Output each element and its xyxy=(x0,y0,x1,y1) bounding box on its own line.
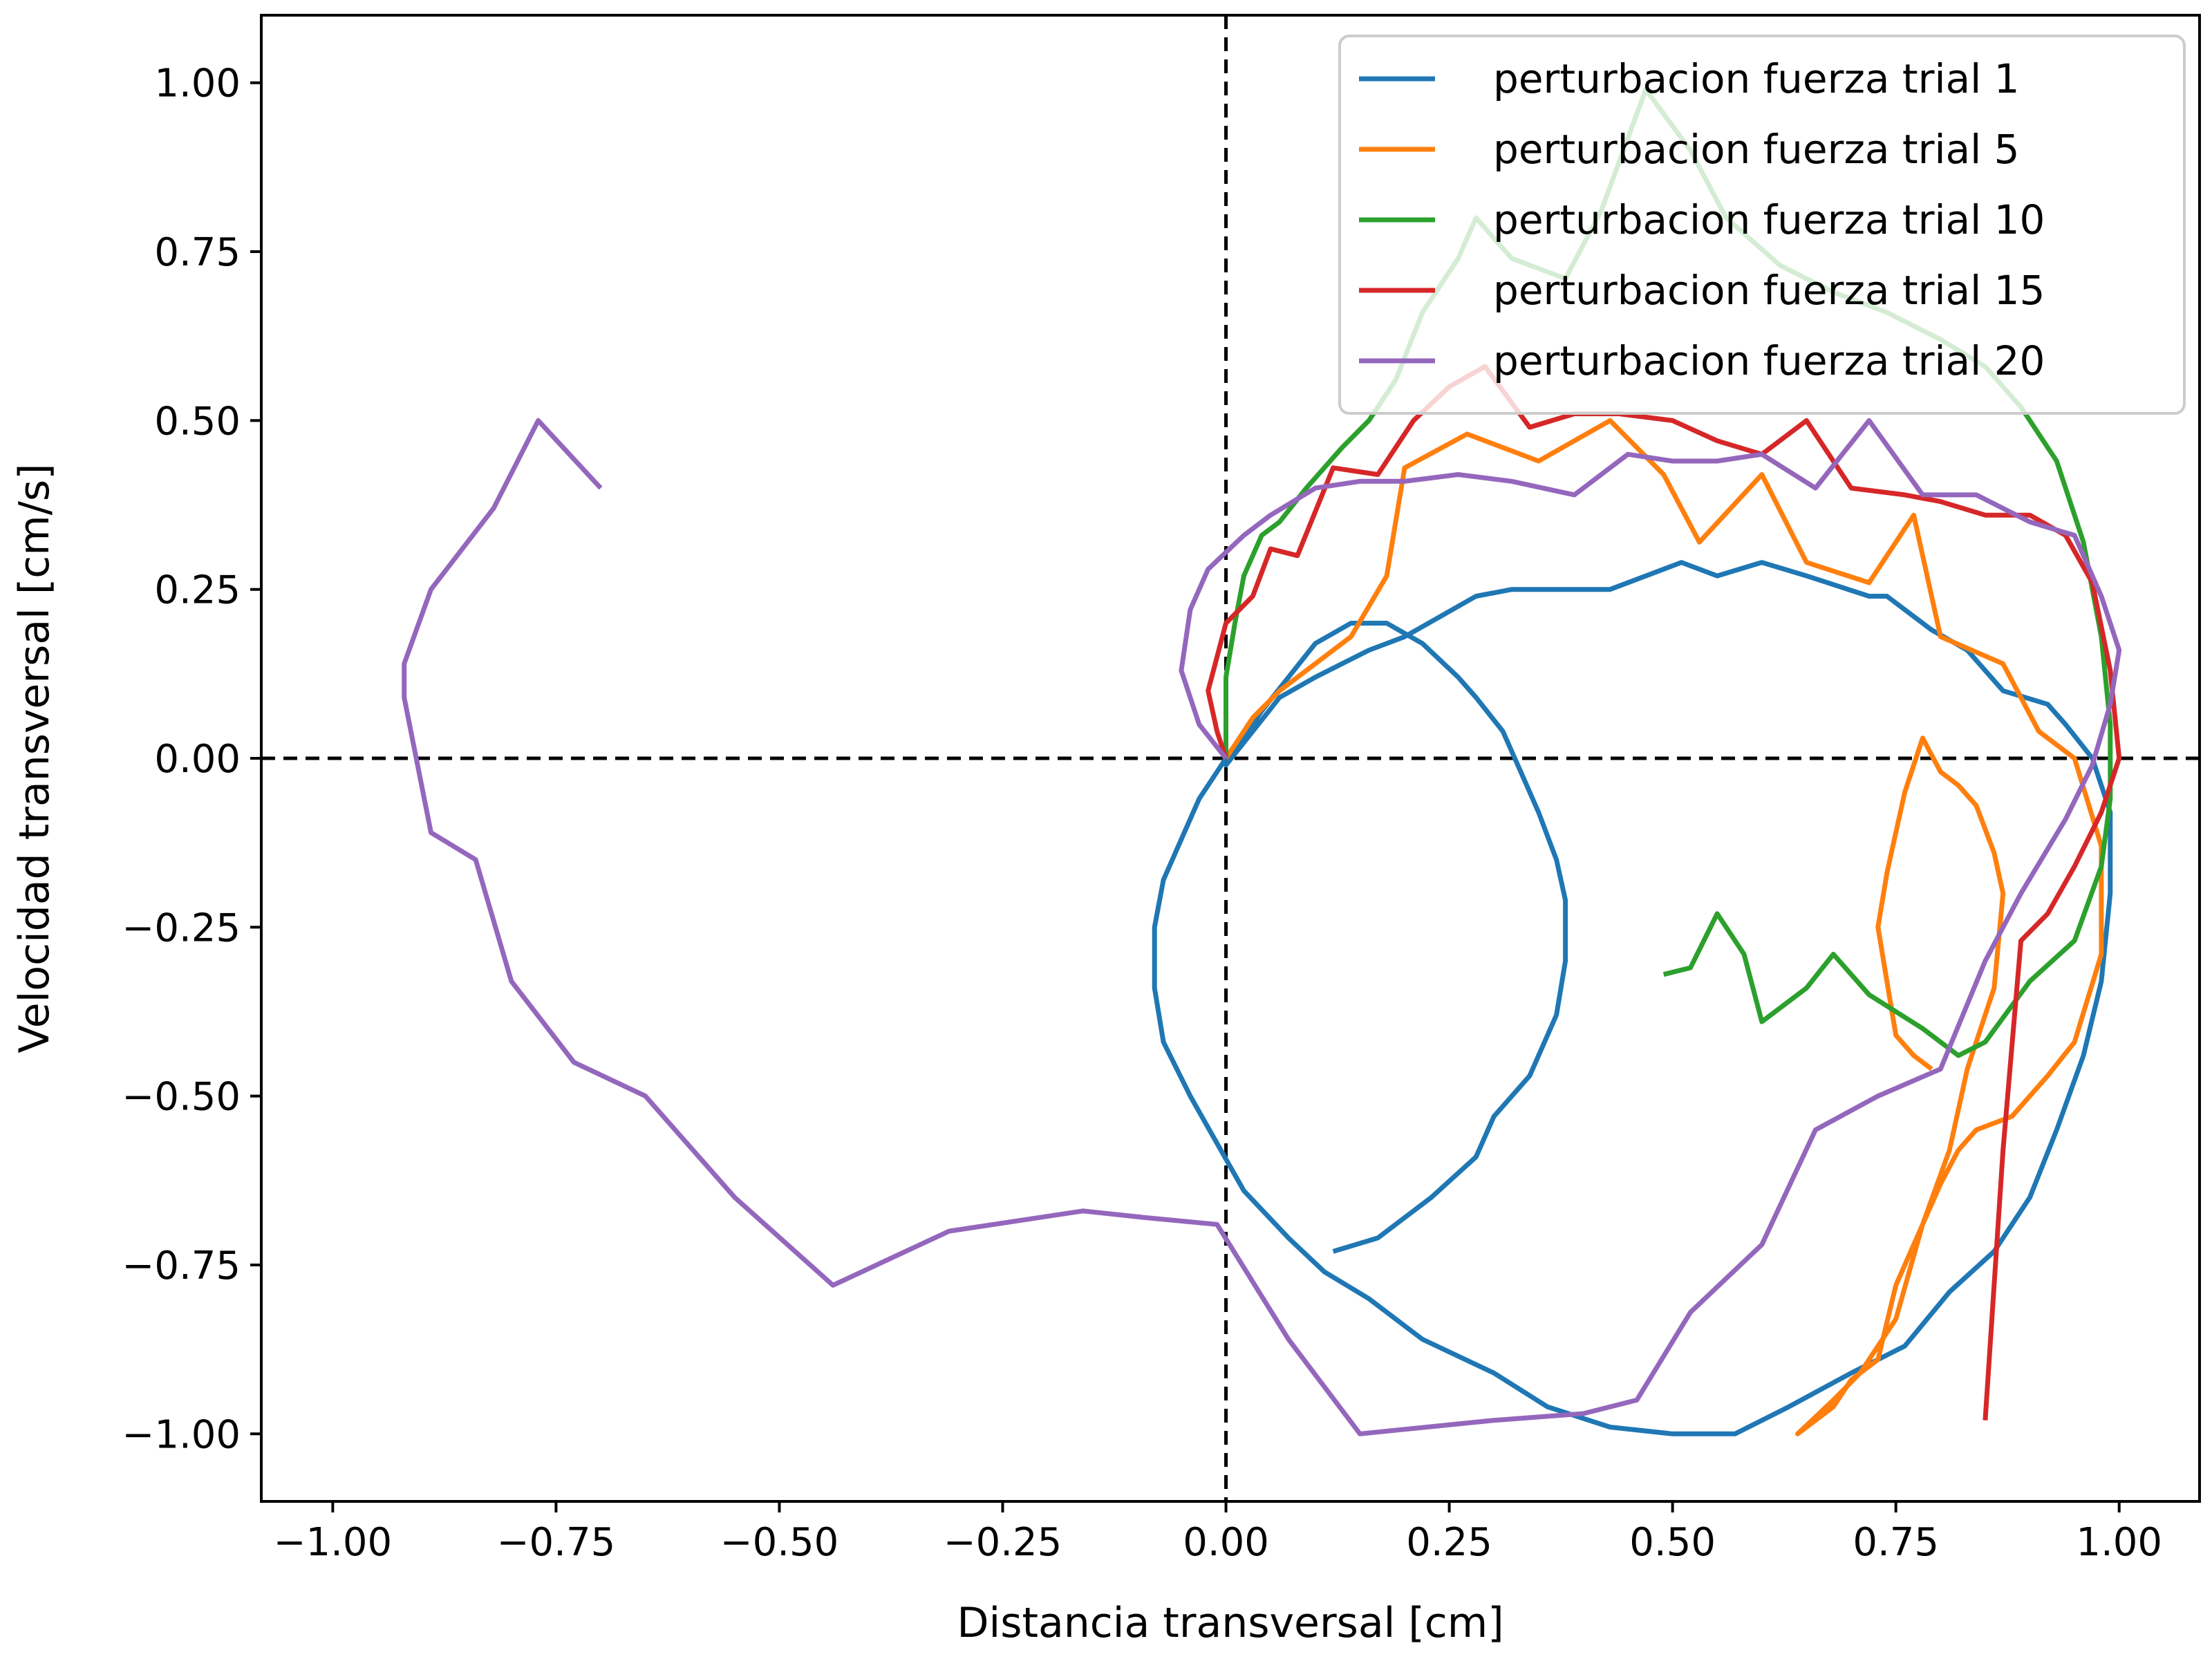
x-tick-label: −0.25 xyxy=(944,1520,1062,1565)
legend-label: perturbacion fuerza trial 10 xyxy=(1493,196,2045,243)
y-tick-label: −0.50 xyxy=(122,1075,241,1120)
x-tick-label: 1.00 xyxy=(2076,1520,2162,1565)
x-tick-label: 0.00 xyxy=(1183,1520,1269,1565)
series-line-trial-5 xyxy=(402,418,2122,1436)
x-tick-label: −0.50 xyxy=(720,1520,839,1565)
x-tick-label: 0.50 xyxy=(1629,1520,1716,1565)
x-axis: −1.00 −0.75 −0.50 −0.25 0.00 0.25 0.50 0.75 1.00 xyxy=(274,1501,2162,1565)
y-tick-label: 0.50 xyxy=(154,399,241,444)
legend-label: perturbacion fuerza trial 5 xyxy=(1493,126,2020,173)
y-tick-label: −0.75 xyxy=(122,1244,241,1288)
y-tick-label: 0.25 xyxy=(154,568,241,613)
series-layer xyxy=(402,87,2122,1436)
x-tick-label: −1.00 xyxy=(274,1520,393,1565)
y-tick-label: −1.00 xyxy=(122,1412,241,1457)
y-tick-label: 1.00 xyxy=(154,62,241,106)
legend: perturbacion fuerza trial 1 perturbacion … xyxy=(1338,35,2186,415)
series-line-trial-2 xyxy=(1224,418,2104,1436)
legend-label: perturbacion fuerza trial 15 xyxy=(1493,267,2045,314)
y-tick-label: −0.25 xyxy=(122,906,241,950)
y-axis-label: Velocidad transversal [cm/s] xyxy=(10,463,59,1053)
legend-box xyxy=(1338,35,2186,415)
legend-label: perturbacion fuerza trial 1 xyxy=(1493,55,2020,102)
x-tick-label: 0.75 xyxy=(1853,1520,1939,1565)
series-line-trial-1 xyxy=(1152,560,2113,1436)
legend-label: perturbacion fuerza trial 20 xyxy=(1493,337,2045,384)
x-tick-label: 0.25 xyxy=(1406,1520,1492,1565)
y-tick-label: 0.75 xyxy=(154,230,241,275)
series-line-trial-4 xyxy=(1206,364,2122,1421)
y-tick-label: 0.00 xyxy=(154,737,241,782)
y-axis: −1.00 −0.75 −0.50 −0.25 0.00 0.25 0.50 0.75 1.00 xyxy=(122,62,261,1457)
x-axis-label: Distancia transversal [cm] xyxy=(957,1599,1503,1647)
x-tick-label: −0.75 xyxy=(497,1520,616,1565)
